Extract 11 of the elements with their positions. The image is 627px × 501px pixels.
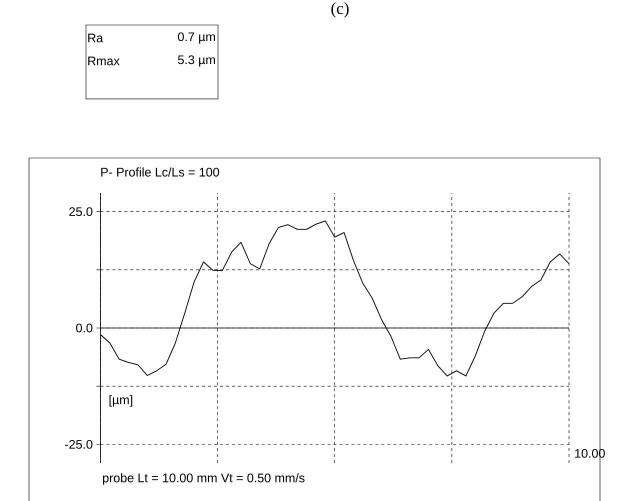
text: 5.3 µm xyxy=(178,55,215,67)
y-tick-label: 25.0 xyxy=(69,207,92,216)
text: Ra xyxy=(88,34,104,42)
text: probe Lt = 10.00 mm Vt = 0.50 mm/s xyxy=(103,473,305,485)
y-axis-title: [µm] xyxy=(110,395,132,407)
text: 0.7 µm xyxy=(178,32,215,44)
chart-title: (c) xyxy=(331,2,349,18)
y-tick-label: -25.0 xyxy=(65,440,92,449)
chart-subtitle: P- Profile Lc/Ls = 100 xyxy=(101,167,220,177)
y-tick-label: 0.0 xyxy=(76,324,92,332)
text: Rmax xyxy=(88,56,120,66)
